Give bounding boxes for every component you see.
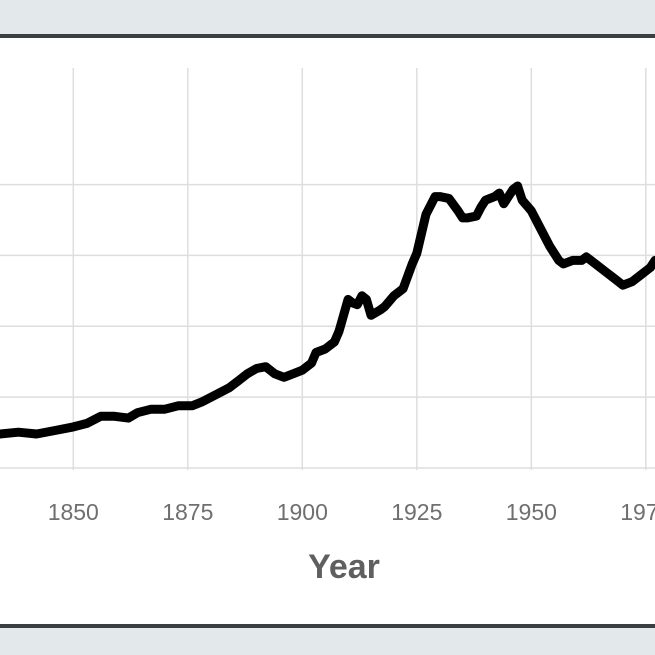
series-line	[0, 181, 655, 439]
x-tick-label-1900: 1900	[277, 499, 328, 525]
x-tick-label-1925: 1925	[391, 499, 442, 525]
x-tick-label-1975: 1975	[620, 499, 655, 525]
chart-panel: 1850 1875 1900 1925 1950 1975 Year	[0, 34, 655, 628]
x-tick-label-1950: 1950	[506, 499, 557, 525]
x-axis-ticks: 1850 1875 1900 1925 1950 1975	[48, 499, 655, 525]
x-tick-label-1875: 1875	[162, 499, 213, 525]
grid	[0, 68, 655, 470]
x-axis-title: Year	[308, 548, 380, 586]
x-tick-label-1850: 1850	[48, 499, 99, 525]
line-chart: 1850 1875 1900 1925 1950 1975 Year	[0, 68, 655, 586]
